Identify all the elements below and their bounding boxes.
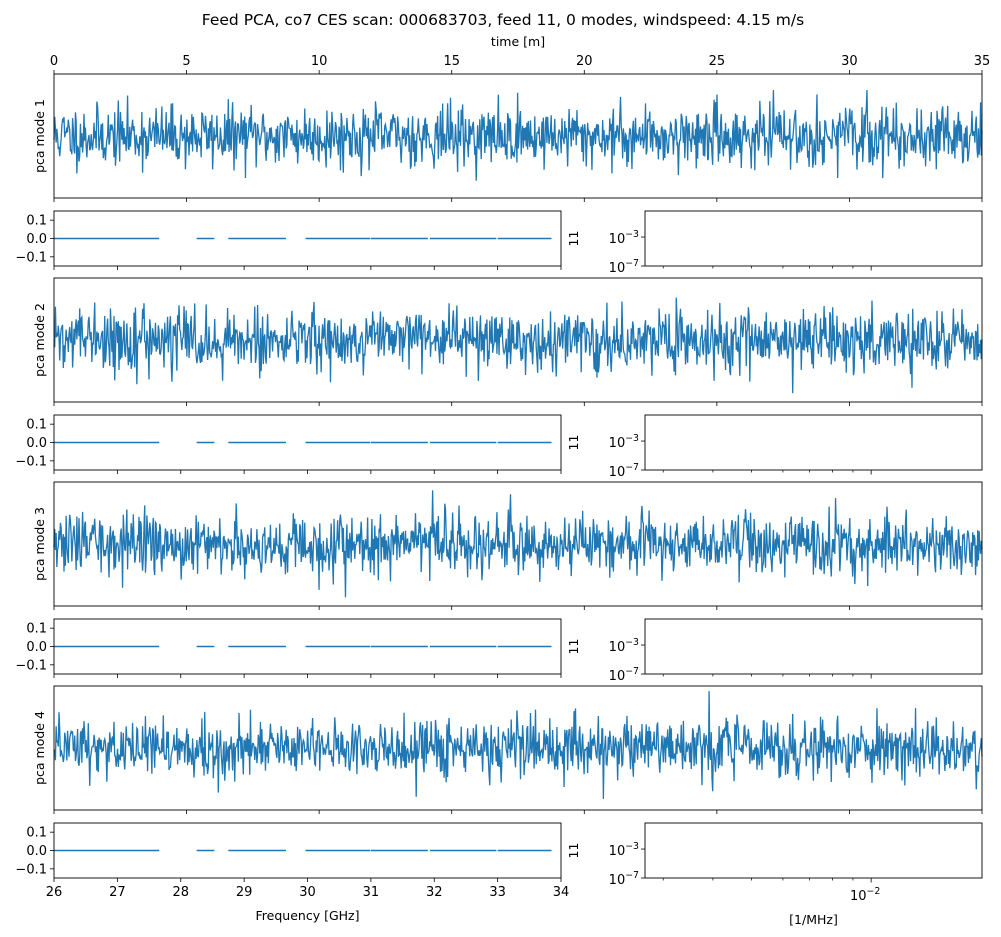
panels: 0 5 10 15 20 25 30 35 time [m] pca mode 1 −0.1 0.0 0… xyxy=(15,34,990,927)
freq-1-right-label: 11 xyxy=(566,231,581,247)
pca-mode-1-top-tick-label: 10 xyxy=(311,54,328,69)
spectrum-2-ytick-label: 10−3 xyxy=(609,433,639,451)
freq-3-right-label: 11 xyxy=(566,639,581,655)
spectrum-4-panel: 10−7 10−3 10−2 [1/MHz] xyxy=(609,822,983,927)
freq-4-xtick-label: 28 xyxy=(172,885,189,900)
freq-4-ytick-label: −0.1 xyxy=(15,862,47,877)
freq-4-xtick-label: 33 xyxy=(489,885,506,900)
freq-4-panel: −0.1 0.0 0.1 26 27 28 29 30 31 32 33 34 Frequency [G… xyxy=(15,822,581,923)
spectrum-4-ytick-label: 10−7 xyxy=(609,870,639,888)
pca-mode-3-panel: pca mode 3 xyxy=(32,481,983,610)
pca-mode-1-top-tick-label: 25 xyxy=(709,54,726,69)
freq-4-xtick-label: 30 xyxy=(299,885,316,900)
pca-mode-1-top-axis-label: time [m] xyxy=(491,34,545,49)
spectrum-1-panel: 10−7 10−3 xyxy=(609,210,983,276)
freq-4-xtick-label: 26 xyxy=(46,885,63,900)
freq-4-xtick-label: 29 xyxy=(236,885,253,900)
pca-mode-4-series xyxy=(53,691,983,799)
spectrum-2-panel: 10−7 10−3 xyxy=(609,414,983,480)
freq-4-right-label: 11 xyxy=(566,843,581,859)
pca-mode-1-top-tick-label: 5 xyxy=(182,54,190,69)
freq-1-ytick-label: −0.1 xyxy=(15,250,47,265)
freq-4-xtick-label: 32 xyxy=(426,885,443,900)
pca-mode-4-ylabel: pca mode 4 xyxy=(32,711,47,785)
freq-2-ytick-label: 0.1 xyxy=(26,418,47,433)
pca-mode-1-series xyxy=(53,89,983,181)
pca-mode-2-series xyxy=(53,297,983,394)
pca-mode-1-ylabel: pca mode 1 xyxy=(32,99,47,173)
pca-mode-2-ylabel: pca mode 2 xyxy=(32,303,47,377)
freq-2-panel: −0.1 0.0 0.1 11 xyxy=(15,414,581,474)
freq-1-panel: −0.1 0.0 0.1 11 xyxy=(15,210,581,270)
spectrum-3-ytick-label: 10−3 xyxy=(609,637,639,655)
pca-mode-2-frame xyxy=(53,277,983,403)
pca-mode-3-ylabel: pca mode 3 xyxy=(32,507,47,581)
spectrum-4-xlabel: [1/MHz] xyxy=(789,912,838,927)
spectrum-4-ytick-label: 10−3 xyxy=(609,841,639,859)
spectrum-4-frame xyxy=(644,822,983,879)
spectrum-3-panel: 10−7 10−3 xyxy=(609,618,983,684)
freq-1-ytick-label: 0.0 xyxy=(26,232,47,247)
freq-3-ytick-label: 0.1 xyxy=(26,622,47,637)
pca-mode-3-series xyxy=(53,490,983,598)
freq-4-xtick-label: 31 xyxy=(363,885,380,900)
pca-mode-1-panel: 0 5 10 15 20 25 30 35 time [m] pca mode 1 xyxy=(32,34,990,202)
freq-2-right-label: 11 xyxy=(566,435,581,451)
pca-mode-1-top-tick-label: 15 xyxy=(443,54,460,69)
spectrum-1-ytick-label: 10−7 xyxy=(609,258,639,276)
freq-4-xtick-label: 27 xyxy=(109,885,126,900)
freq-4-ytick-label: 0.0 xyxy=(26,844,47,859)
pca-mode-3-frame xyxy=(53,481,983,607)
spectrum-4-xtick-label: 10−2 xyxy=(850,886,880,904)
pca-mode-1-top-tick-label: 35 xyxy=(974,54,991,69)
pca-mode-1-top-tick-label: 20 xyxy=(576,54,593,69)
freq-3-ytick-label: 0.0 xyxy=(26,640,47,655)
spectrum-3-ytick-label: 10−7 xyxy=(609,666,639,684)
freq-1-ytick-label: 0.1 xyxy=(26,214,47,229)
freq-3-ytick-label: −0.1 xyxy=(15,658,47,673)
spectrum-2-ytick-label: 10−7 xyxy=(609,462,639,480)
spectrum-2-frame xyxy=(644,414,983,471)
pca-mode-2-panel: pca mode 2 xyxy=(32,277,983,406)
freq-2-ytick-label: 0.0 xyxy=(26,436,47,451)
freq-3-panel: −0.1 0.0 0.1 11 xyxy=(15,618,581,678)
figure-title: Feed PCA, co7 CES scan: 000683703, feed … xyxy=(202,11,804,29)
pca-mode-1-top-tick-label: 30 xyxy=(841,54,858,69)
pca-mode-4-frame xyxy=(53,685,983,811)
freq-4-xlabel: Frequency [GHz] xyxy=(256,908,360,923)
freq-4-xtick-label: 34 xyxy=(553,885,570,900)
spectrum-3-frame xyxy=(644,618,983,675)
pca-mode-1-frame xyxy=(53,73,983,199)
pca-mode-1-top-tick-label: 0 xyxy=(50,54,58,69)
freq-4-ytick-label: 0.1 xyxy=(26,826,47,841)
freq-2-ytick-label: −0.1 xyxy=(15,454,47,469)
spectrum-1-frame xyxy=(644,210,983,267)
pca-mode-4-panel: pca mode 4 xyxy=(32,685,983,814)
spectrum-1-ytick-label: 10−3 xyxy=(609,229,639,247)
